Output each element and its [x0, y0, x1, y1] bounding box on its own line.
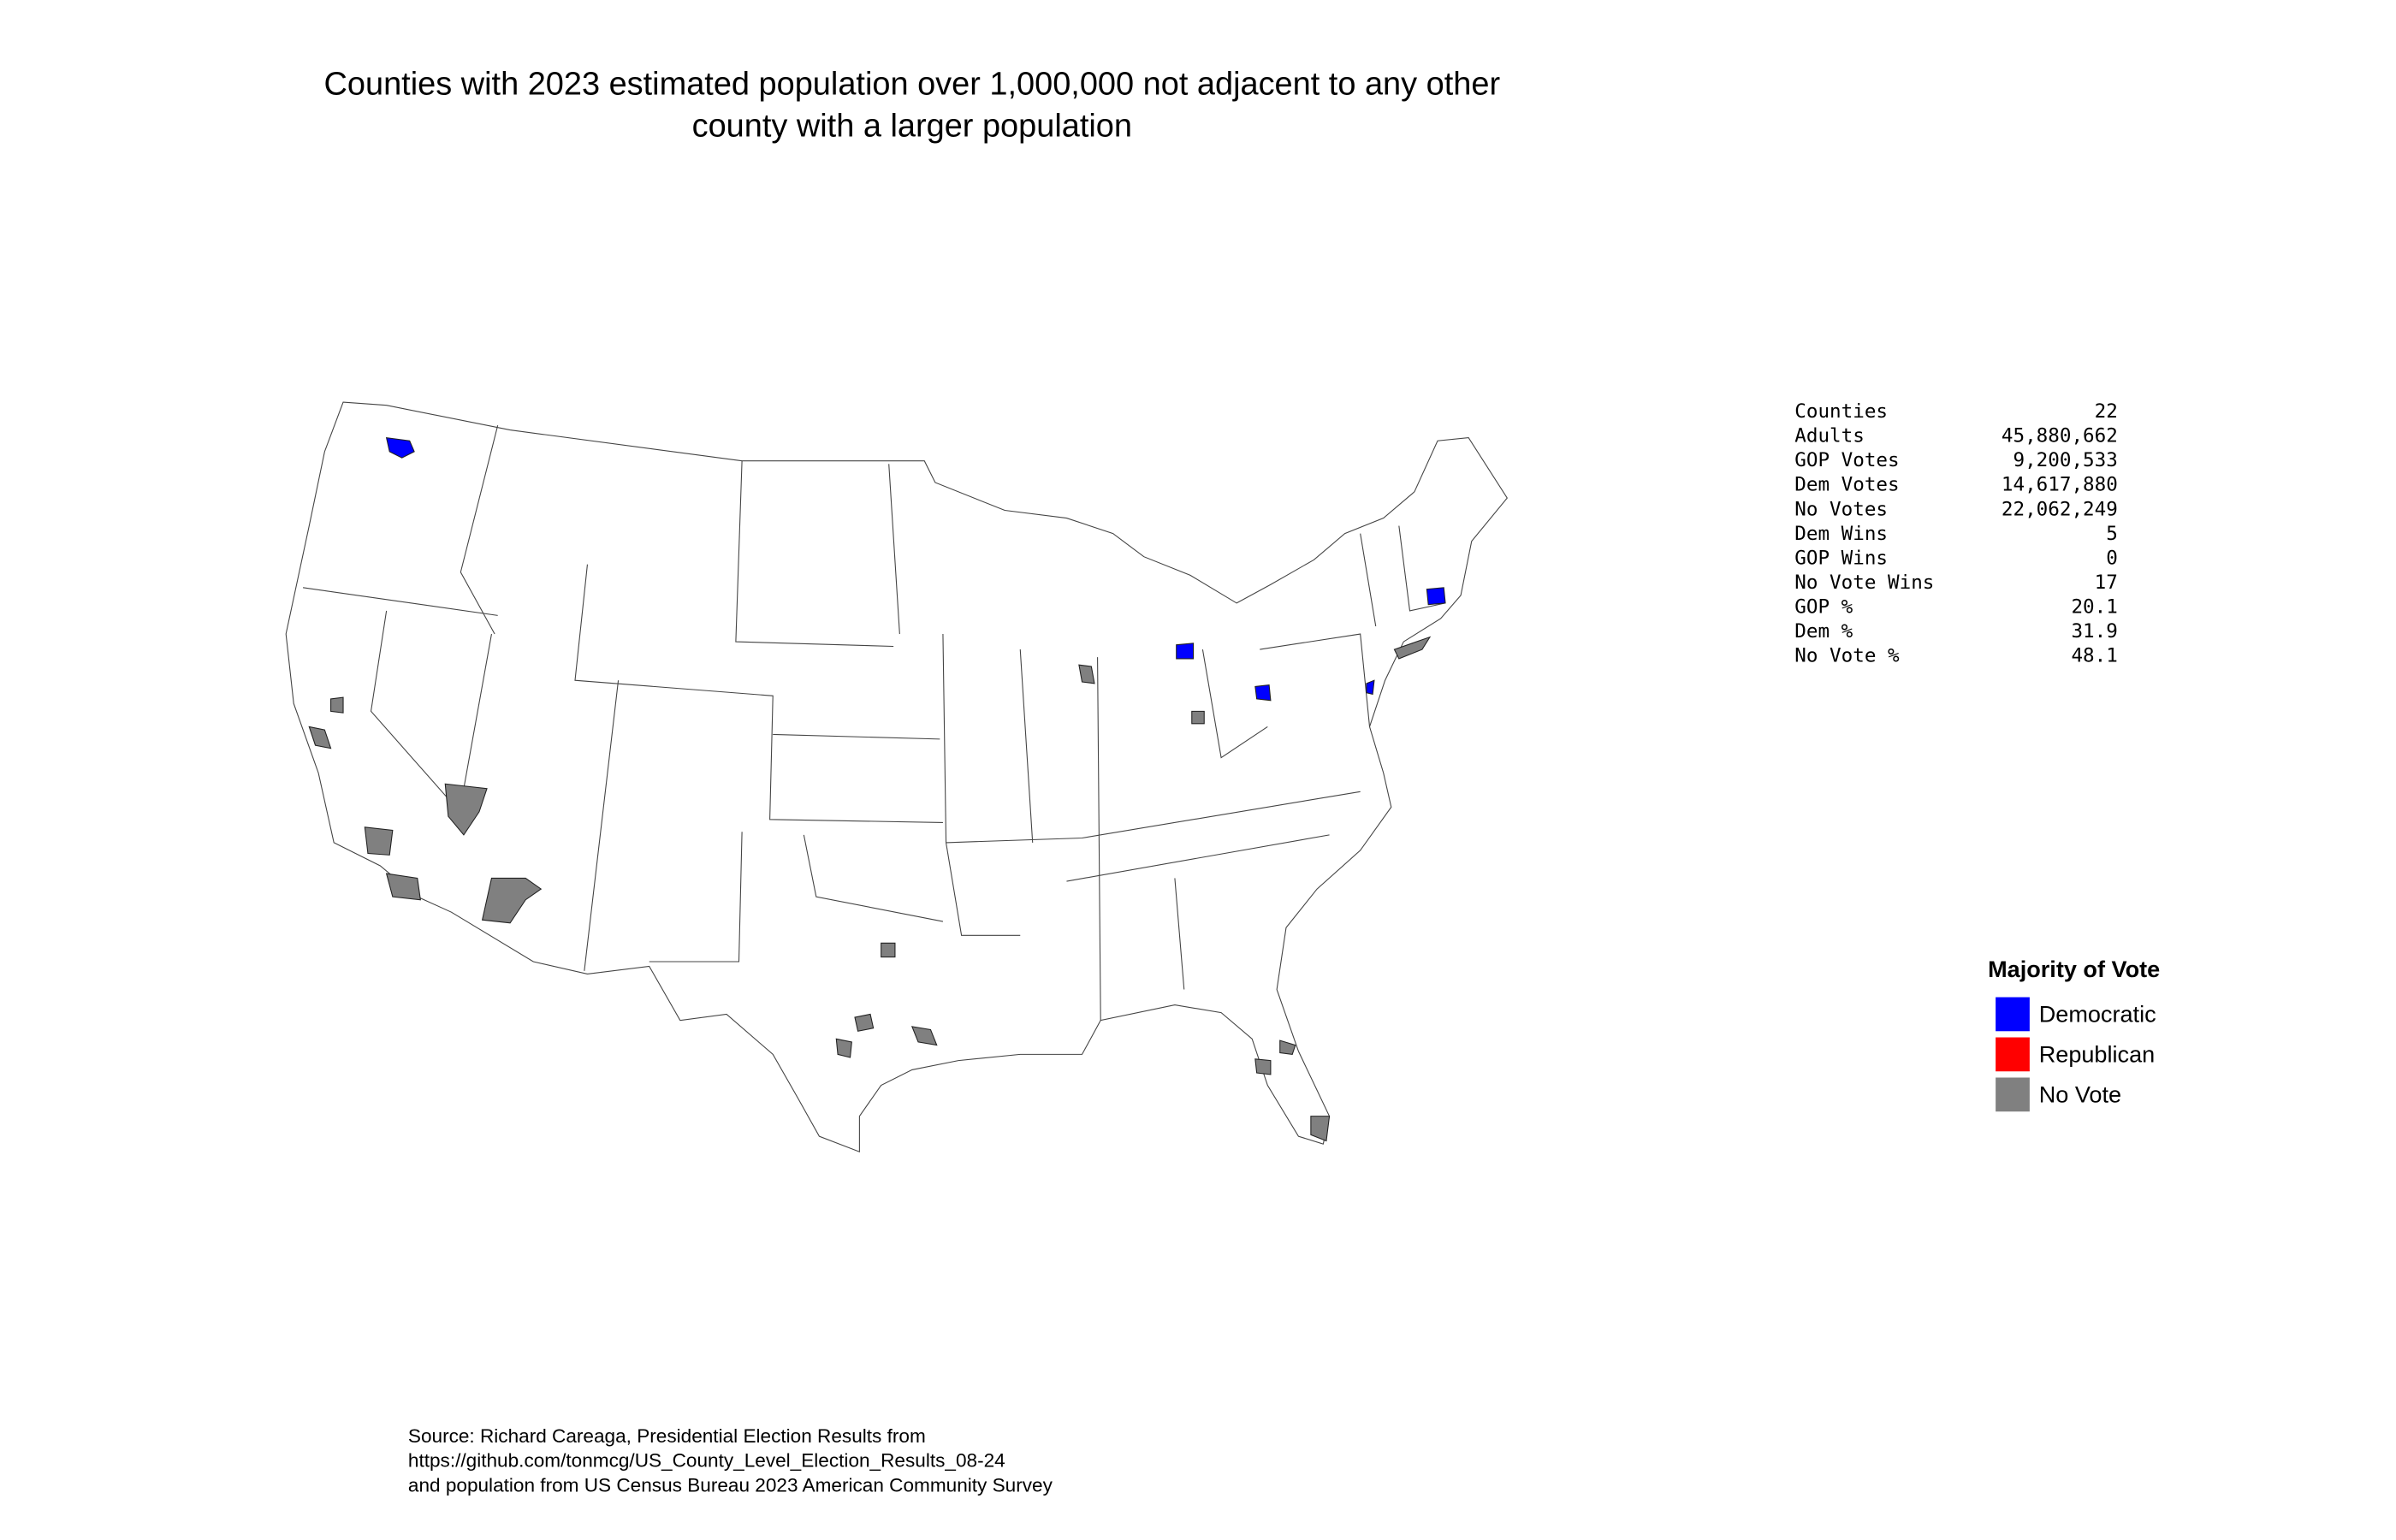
source-note: Source: Richard Careaga, Presidential El…	[408, 1425, 1053, 1496]
stat-label: No Vote %	[1794, 645, 1900, 667]
stat-label: Dem %	[1794, 620, 1853, 643]
stat-value: 5	[2106, 523, 2118, 545]
county	[444, 783, 488, 836]
stat-label: No Vote Wins	[1794, 572, 1934, 594]
county	[308, 726, 332, 749]
stat-value: 22,062,249	[2002, 498, 2118, 520]
legend-swatch	[1996, 1037, 2030, 1072]
source-line: and population from US Census Bureau 202…	[408, 1475, 1053, 1496]
legend-swatch	[1996, 1077, 2030, 1112]
title-line: county with a larger population	[692, 108, 1132, 144]
source-line: https://github.com/tonmcg/US_County_Leve…	[408, 1450, 1005, 1472]
stat-label: No Votes	[1794, 498, 1888, 520]
legend-swatch	[1996, 997, 2030, 1032]
stat-label: GOP Votes	[1794, 449, 1899, 471]
legend-title: Majority of Vote	[1988, 956, 2160, 982]
stat-value: 48.1	[2071, 645, 2117, 667]
legend: Majority of Vote Democratic Republican No …	[1988, 956, 2160, 1112]
county	[1191, 710, 1205, 725]
county	[1176, 643, 1195, 660]
county	[481, 877, 543, 924]
county	[330, 696, 344, 714]
stat-value: 14,617,880	[2002, 474, 2118, 496]
us-map	[285, 401, 1508, 1152]
stat-value: 31.9	[2071, 620, 2117, 643]
county	[1254, 684, 1272, 702]
county	[835, 1038, 852, 1058]
stat-value: 9,200,533	[2013, 449, 2117, 471]
county	[910, 1026, 938, 1046]
stats-table: Counties 22 Adults 45,880,662 GOP Votes 9,200…	[1794, 400, 2118, 666]
legend-label: Republican	[2039, 1040, 2155, 1067]
title-line: Counties with 2023 estimated population …	[324, 67, 1501, 103]
county	[881, 942, 896, 958]
county	[1078, 664, 1095, 684]
county	[385, 436, 415, 459]
us-outline	[285, 401, 1508, 1152]
stat-value: 0	[2106, 547, 2118, 569]
legend-label: No Vote	[2039, 1081, 2121, 1107]
county	[385, 873, 421, 901]
county	[1426, 587, 1446, 606]
stat-value: 45,880,662	[2002, 425, 2118, 447]
state-borders	[302, 425, 1446, 1021]
stat-value: 17	[2095, 572, 2118, 594]
stat-label: Dem Votes	[1794, 474, 1899, 496]
county	[1254, 1058, 1272, 1075]
county	[854, 1013, 875, 1032]
legend-label: Democratic	[2039, 1000, 2156, 1027]
county	[1366, 679, 1375, 696]
stat-value: 20.1	[2071, 595, 2117, 618]
stat-value: 22	[2095, 400, 2118, 423]
county	[364, 826, 394, 856]
county	[1393, 636, 1432, 660]
stat-label: Dem Wins	[1794, 523, 1888, 545]
stat-label: Adults	[1794, 425, 1865, 447]
stat-label: GOP %	[1794, 595, 1853, 618]
stat-label: Counties	[1794, 400, 1888, 423]
county	[1310, 1116, 1331, 1142]
stat-label: GOP Wins	[1794, 547, 1888, 569]
county	[1279, 1040, 1296, 1055]
source-line: Source: Richard Careaga, Presidential El…	[408, 1425, 926, 1447]
